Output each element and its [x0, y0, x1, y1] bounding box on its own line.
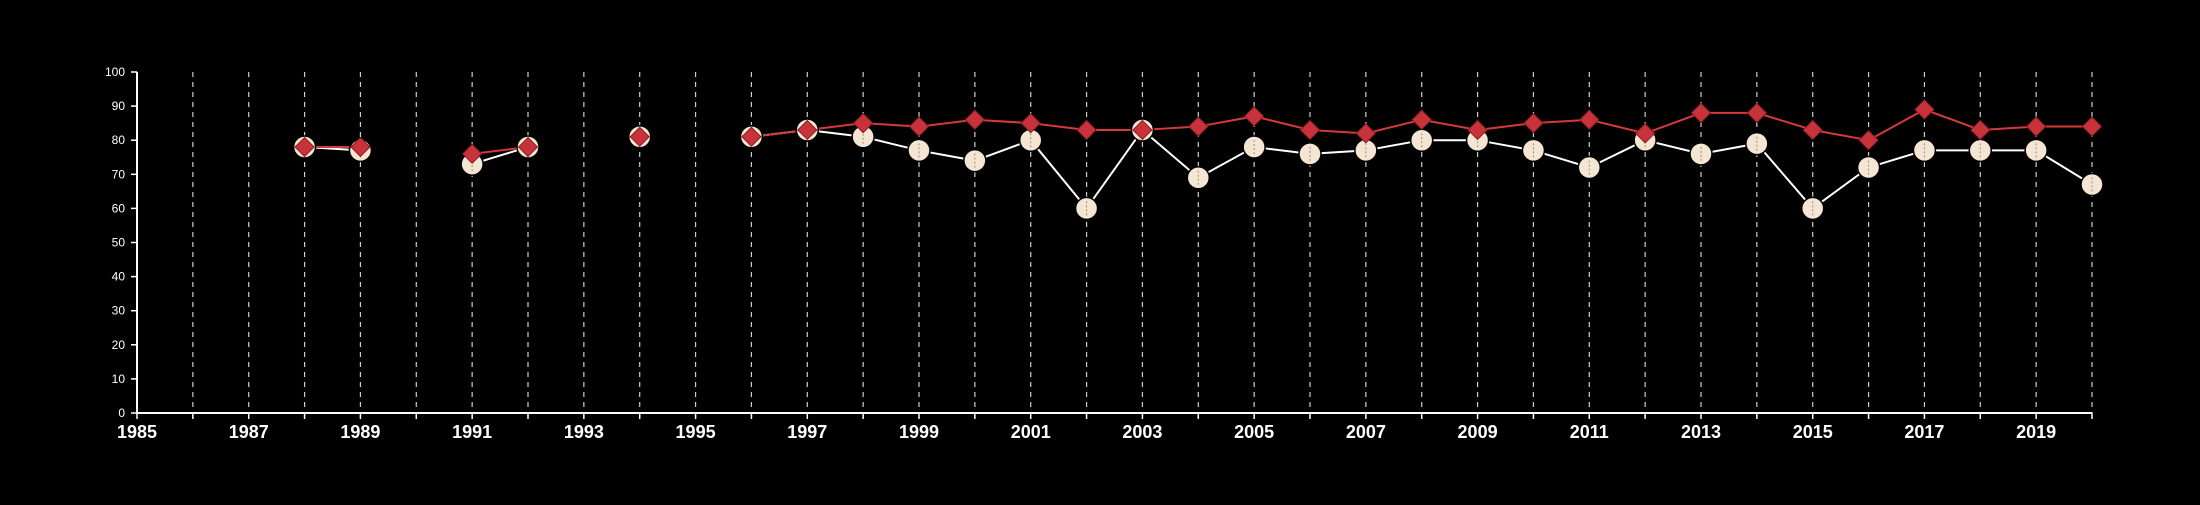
data-point-diamond	[1914, 99, 1935, 120]
y-tick-label: 70	[112, 167, 126, 181]
y-tick-label: 100	[105, 65, 125, 79]
x-tick-label: 2017	[1904, 422, 1944, 442]
data-point-circle	[1521, 138, 1546, 163]
data-point-diamond	[2081, 116, 2103, 137]
x-tick-label: 1991	[452, 422, 492, 442]
y-tick-label: 60	[112, 201, 126, 215]
data-point-diamond	[1299, 119, 1321, 141]
data-point-circle	[2080, 172, 2104, 197]
data-point-diamond	[1076, 119, 1097, 141]
data-point-circle	[1912, 138, 1937, 163]
data-point-diamond	[1523, 112, 1544, 134]
x-tick-label: 2005	[1234, 422, 1274, 442]
data-point-circle	[1298, 142, 1322, 166]
data-point-diamond	[1243, 106, 1265, 127]
data-point-circle	[1856, 155, 1881, 180]
data-point-diamond	[294, 136, 315, 158]
x-tick-label: 2003	[1122, 422, 1162, 442]
data-point-diamond	[1411, 109, 1432, 130]
data-point-circle	[1186, 165, 1211, 190]
y-tick-label: 90	[112, 99, 126, 113]
x-tick-label: 2015	[1793, 422, 1833, 442]
data-point-circle	[1968, 138, 1993, 163]
data-point-diamond	[1355, 123, 1377, 144]
data-point-circle	[1242, 135, 1266, 159]
x-tick-label: 1993	[564, 422, 604, 442]
data-point-diamond	[1467, 119, 1488, 141]
data-point-circle	[1745, 131, 1769, 156]
data-point-diamond	[1858, 129, 1879, 151]
x-tick-label: 1987	[229, 422, 269, 442]
x-tick-label: 2019	[2016, 422, 2056, 442]
y-tick-label: 20	[112, 338, 126, 352]
data-point-diamond	[1020, 112, 1041, 134]
x-tick-label: 2009	[1458, 422, 1498, 442]
data-point-diamond	[1802, 119, 1823, 141]
data-point-diamond	[1970, 119, 1991, 141]
x-tick-label: 1999	[899, 422, 939, 442]
data-point-diamond	[964, 109, 986, 130]
data-point-diamond	[1690, 102, 1712, 124]
y-tick-label: 40	[112, 270, 126, 284]
data-point-circle	[1409, 128, 1434, 152]
data-point-circle	[1577, 155, 1602, 180]
x-tick-label: 2011	[1570, 422, 1609, 442]
x-tick-label: 1997	[787, 422, 827, 442]
x-tick-label: 2007	[1346, 422, 1386, 442]
data-point-circle	[1689, 142, 1713, 166]
data-point-diamond	[1579, 109, 1600, 130]
data-point-circle	[907, 138, 931, 163]
data-point-diamond	[1634, 123, 1656, 144]
data-point-circle	[1800, 196, 1825, 221]
data-point-circle	[963, 148, 987, 173]
x-tick-label: 1985	[117, 422, 157, 442]
data-point-diamond	[629, 126, 650, 147]
x-tick-label: 2001	[1011, 422, 1051, 442]
data-point-circle	[2024, 138, 2048, 163]
x-tick-label: 1989	[340, 422, 380, 442]
data-point-diamond	[797, 119, 818, 141]
x-tick-label: 1995	[676, 422, 716, 442]
y-tick-label: 0	[118, 406, 125, 420]
data-point-diamond	[852, 112, 874, 134]
y-tick-label: 10	[112, 372, 126, 386]
x-tick-label: 2013	[1681, 422, 1721, 442]
y-tick-label: 80	[112, 133, 126, 147]
data-point-diamond	[517, 136, 539, 158]
data-point-diamond	[741, 126, 762, 147]
data-point-diamond	[1746, 102, 1768, 124]
data-point-diamond	[1188, 116, 1209, 137]
data-point-diamond	[908, 116, 930, 137]
y-tick-label: 30	[112, 304, 126, 318]
data-point-diamond	[350, 136, 371, 158]
y-tick-label: 50	[112, 236, 126, 250]
data-point-circle	[1074, 196, 1099, 221]
data-point-diamond	[461, 143, 483, 165]
data-point-diamond	[2025, 116, 2047, 137]
data-point-diamond	[1132, 119, 1153, 141]
